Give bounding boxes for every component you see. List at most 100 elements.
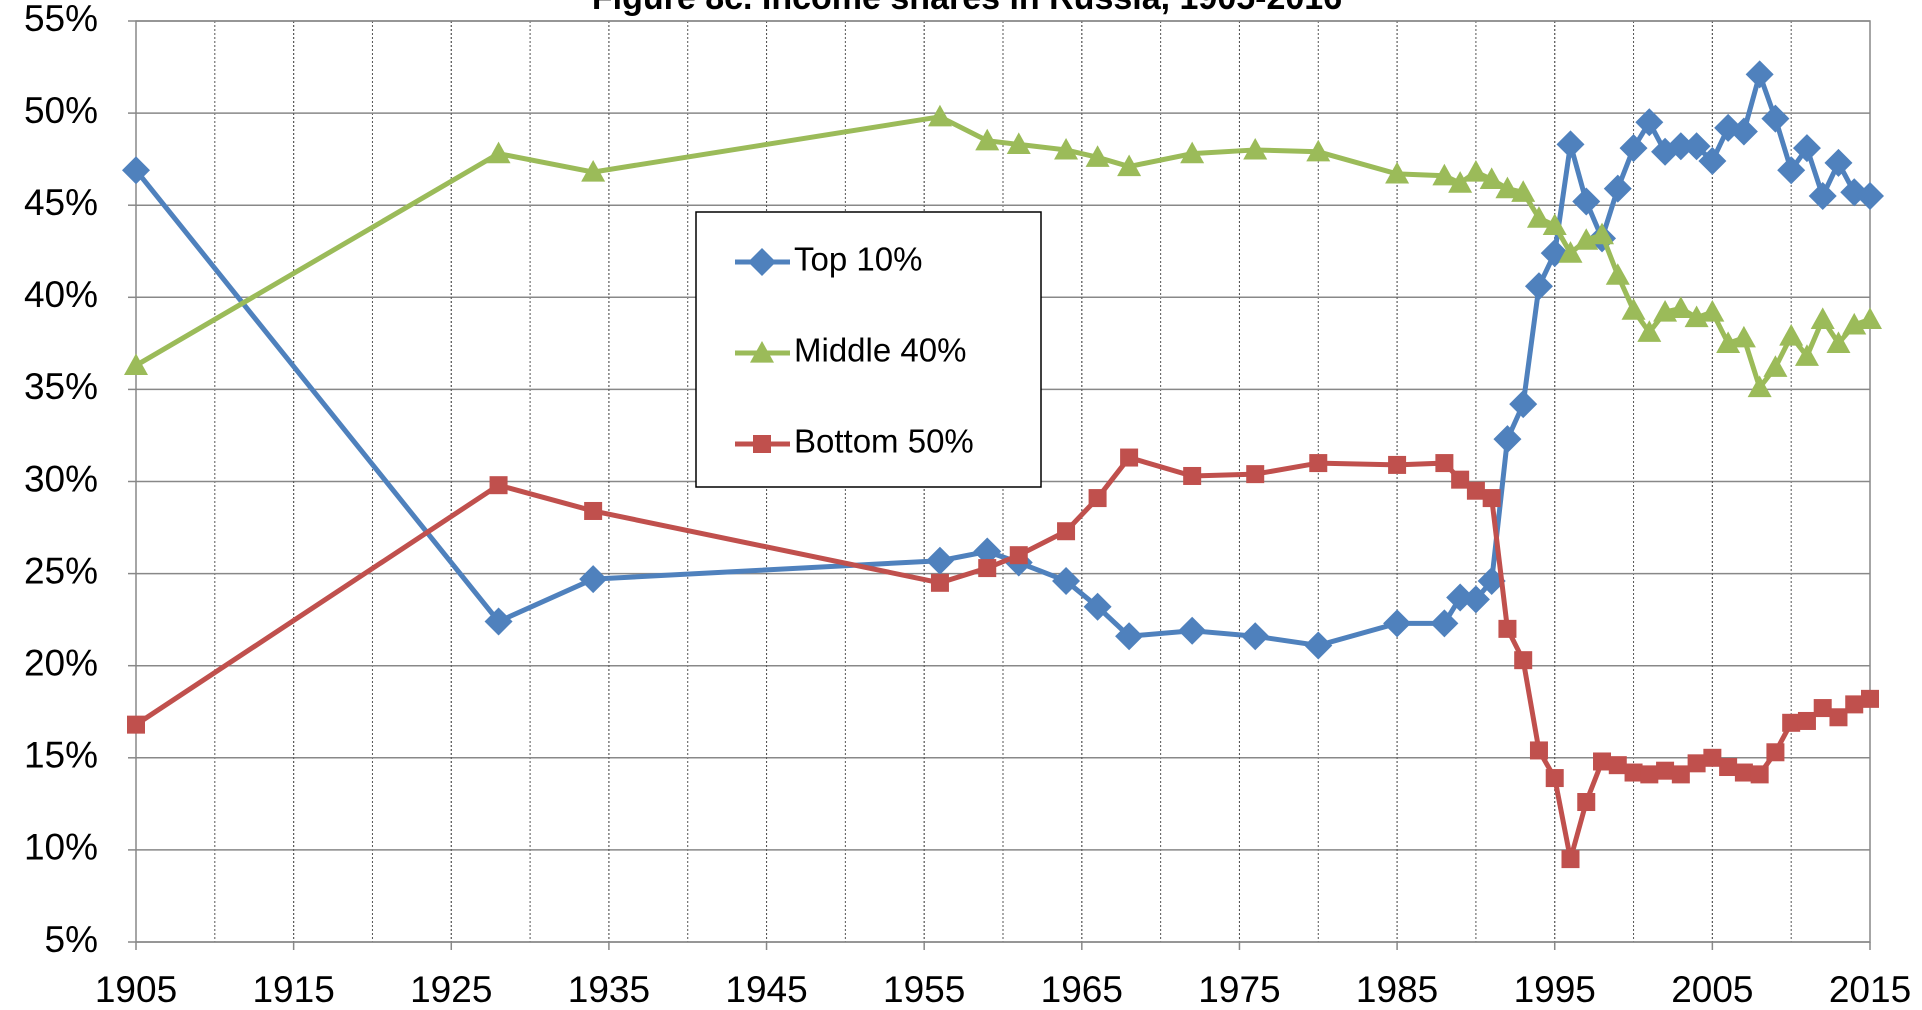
plot-border — [135, 20, 1871, 943]
marker — [1716, 331, 1741, 353]
x-tick-label: 2005 — [1671, 969, 1753, 1010]
marker — [1540, 239, 1569, 268]
marker — [584, 501, 603, 520]
marker — [1668, 296, 1693, 318]
marker — [1574, 228, 1599, 250]
marker — [1577, 793, 1596, 812]
marker — [1794, 344, 1819, 366]
marker — [1731, 325, 1756, 348]
marker — [1511, 180, 1536, 202]
marker — [1479, 167, 1504, 190]
marker — [973, 537, 1002, 566]
marker — [1466, 481, 1485, 500]
marker — [1556, 130, 1585, 159]
marker — [1006, 132, 1031, 155]
marker — [1603, 174, 1632, 203]
marker — [1463, 160, 1488, 182]
x-tick-label: 1995 — [1514, 969, 1596, 1010]
marker — [978, 559, 997, 578]
marker — [1619, 134, 1648, 163]
marker — [1703, 748, 1722, 767]
marker — [1241, 622, 1270, 651]
marker — [1761, 104, 1790, 133]
x-tick-label: 1985 — [1356, 969, 1438, 1010]
marker — [1246, 465, 1265, 484]
y-tick-label: 15% — [24, 735, 98, 776]
marker — [489, 476, 508, 495]
marker — [124, 353, 148, 376]
marker — [1461, 585, 1490, 614]
x-tick-label: 1915 — [252, 969, 334, 1010]
marker — [1498, 619, 1517, 638]
marker — [1605, 263, 1630, 285]
marker — [1777, 156, 1806, 185]
chart-title: Figure 8c. Income shares in Russia, 1905… — [592, 0, 1342, 17]
marker — [1435, 454, 1454, 473]
marker — [1083, 592, 1112, 621]
marker — [1861, 689, 1879, 708]
marker — [1719, 758, 1738, 777]
marker — [1750, 765, 1769, 784]
y-tick-label: 35% — [24, 366, 98, 407]
marker — [925, 546, 954, 575]
marker — [1747, 375, 1772, 398]
y-tick-label: 5% — [45, 919, 98, 960]
marker — [581, 160, 606, 182]
x-tick-label: 1955 — [883, 969, 965, 1010]
marker — [1448, 171, 1473, 193]
marker — [1782, 713, 1801, 732]
marker — [1640, 765, 1659, 784]
marker — [1493, 425, 1522, 454]
marker — [122, 156, 150, 185]
x-tick-label: 2015 — [1829, 969, 1911, 1010]
marker — [1729, 117, 1758, 146]
marker — [1009, 546, 1028, 565]
y-tick-label: 45% — [24, 182, 98, 223]
marker — [1495, 176, 1520, 199]
marker — [1383, 609, 1412, 638]
marker — [1684, 305, 1709, 328]
marker — [1698, 146, 1727, 175]
x-tick-label: 1925 — [410, 969, 492, 1010]
marker — [1542, 213, 1567, 236]
marker — [1183, 466, 1202, 485]
marker — [1763, 355, 1788, 377]
marker — [1624, 763, 1643, 782]
marker — [1430, 609, 1459, 638]
y-tick-label: 50% — [24, 90, 98, 131]
y-tick-label: 55% — [24, 0, 98, 39]
marker — [1524, 272, 1553, 301]
y-tick-label: 30% — [24, 458, 98, 499]
y-tick-label: 25% — [24, 550, 98, 591]
marker — [1054, 137, 1079, 160]
x-tick-label: 1935 — [568, 969, 650, 1010]
marker — [127, 715, 145, 734]
marker — [1178, 616, 1207, 645]
marker — [1813, 699, 1832, 718]
marker — [486, 141, 511, 164]
marker — [1856, 181, 1884, 210]
marker — [1779, 323, 1804, 346]
marker — [1637, 320, 1662, 342]
marker — [1088, 489, 1107, 508]
x-tick-label: 1905 — [95, 969, 177, 1010]
legend-label: Top 10% — [794, 241, 922, 278]
marker — [1845, 695, 1864, 714]
marker — [1514, 651, 1533, 670]
marker — [1590, 222, 1615, 245]
marker — [1608, 756, 1627, 775]
marker — [1529, 741, 1548, 760]
marker — [975, 128, 1000, 151]
marker — [1826, 331, 1851, 353]
y-tick-label: 10% — [24, 827, 98, 868]
y-tick-label: 40% — [24, 274, 98, 315]
marker — [1656, 761, 1675, 780]
marker — [484, 607, 513, 636]
marker — [1558, 241, 1583, 263]
marker — [1306, 139, 1331, 162]
marker — [1810, 307, 1835, 330]
marker — [1085, 145, 1110, 167]
marker — [753, 435, 771, 453]
marker — [1572, 187, 1601, 216]
